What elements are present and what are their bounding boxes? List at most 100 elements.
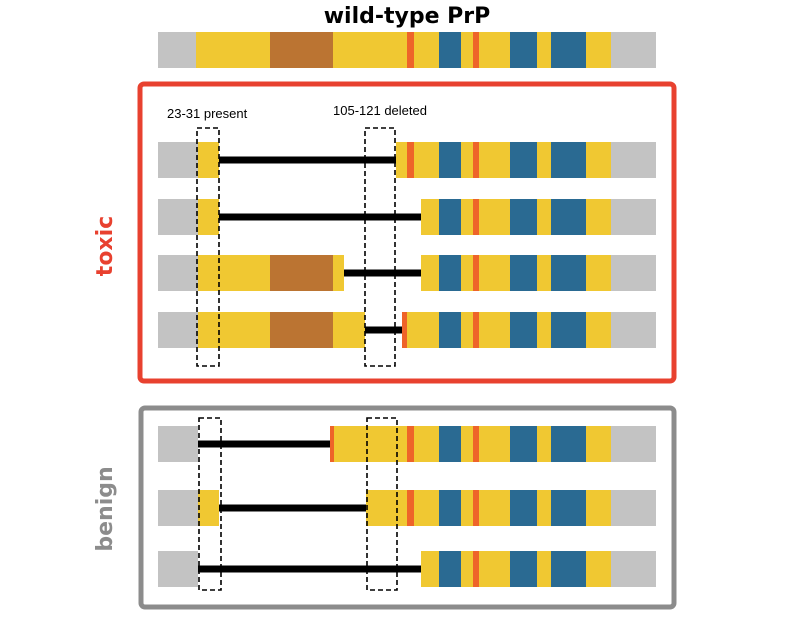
- domain-segment-yellow: [586, 255, 611, 291]
- domain-segment-yellow: [479, 142, 510, 178]
- domain-segment-grey: [611, 312, 656, 348]
- domain-segment-grey: [611, 551, 656, 587]
- domain-segment-yellow: [461, 142, 473, 178]
- domain-segment-yellow: [461, 199, 473, 235]
- domain-segment-grey: [158, 255, 198, 291]
- domain-segment-yellow: [537, 142, 551, 178]
- domain-segment-grey: [611, 426, 656, 462]
- domain-segment-blue: [510, 426, 537, 462]
- region-23-31-marker-toxic: [196, 127, 220, 367]
- domain-segment-yellow: [479, 32, 510, 68]
- annotation-105-121-deleted: 105-121 deleted: [333, 103, 427, 118]
- domain-segment-grey: [158, 32, 196, 68]
- domain-segment-yellow: [586, 32, 611, 68]
- domain-segment-brown: [270, 32, 333, 68]
- domain-segment-yellow: [414, 426, 439, 462]
- domain-segment-blue: [551, 490, 586, 526]
- domain-segment-yellow: [333, 312, 365, 348]
- domain-segment-yellow: [479, 426, 510, 462]
- domain-segment-yellow: [461, 312, 473, 348]
- domain-segment-yellow: [198, 312, 270, 348]
- deletion-linker: [219, 213, 421, 221]
- domain-segment-grey: [158, 142, 198, 178]
- domain-segment-yellow: [461, 255, 473, 291]
- benign-group: benign: [93, 405, 677, 610]
- deletion-linker: [198, 565, 421, 573]
- domain-segment-yellow: [537, 312, 551, 348]
- benign-construct-1: [158, 426, 656, 462]
- domain-segment-yellow: [333, 32, 407, 68]
- domain-segment-orange: [473, 32, 479, 68]
- benign-group-frame: [138, 405, 677, 610]
- domain-segment-yellow: [479, 312, 510, 348]
- domain-segment-yellow: [461, 490, 473, 526]
- domain-segment-yellow: [414, 490, 439, 526]
- domain-segment-blue: [510, 255, 537, 291]
- domain-segment-yellow: [414, 142, 439, 178]
- deletion-linker: [344, 269, 421, 277]
- domain-segment-brown: [270, 312, 333, 348]
- domain-segment-grey: [611, 255, 656, 291]
- domain-segment-yellow: [586, 312, 611, 348]
- toxic-group: toxic 23-31 present 105-121 deleted: [93, 81, 677, 384]
- domain-segment-yellow: [537, 490, 551, 526]
- region-105-121-marker-toxic: [364, 127, 396, 367]
- domain-segment-yellow: [396, 142, 407, 178]
- domain-segment-grey: [158, 490, 198, 526]
- domain-segment-grey: [158, 312, 198, 348]
- domain-segment-orange: [473, 551, 479, 587]
- domain-segment-blue: [510, 32, 537, 68]
- domain-segment-grey: [158, 199, 198, 235]
- benign-construct-list: [158, 426, 656, 587]
- domain-segment-yellow: [461, 551, 473, 587]
- domain-segment-yellow: [479, 255, 510, 291]
- domain-segment-blue: [439, 32, 461, 68]
- domain-segment-yellow: [479, 551, 510, 587]
- domain-segment-blue: [439, 142, 461, 178]
- toxic-construct-list: [158, 142, 656, 348]
- toxic-construct-3: [158, 255, 656, 291]
- domain-segment-grey: [611, 142, 656, 178]
- domain-segment-yellow: [421, 551, 439, 587]
- domain-segment-yellow: [334, 426, 407, 462]
- domain-segment-yellow: [407, 312, 414, 348]
- domain-segment-yellow: [537, 255, 551, 291]
- toxic-construct-2: [158, 199, 656, 235]
- domain-segment-yellow: [479, 490, 510, 526]
- region-23-31-marker-benign: [198, 417, 222, 591]
- domain-segment-yellow: [333, 255, 344, 291]
- domain-segment-blue: [551, 32, 586, 68]
- domain-segment-orange: [407, 142, 414, 178]
- domain-segment-yellow: [537, 32, 551, 68]
- domain-segment-brown: [270, 255, 333, 291]
- benign-construct-2: [158, 490, 656, 526]
- toxic-group-frame: [137, 81, 677, 384]
- domain-segment-yellow: [537, 426, 551, 462]
- domain-segment-yellow: [479, 199, 510, 235]
- domain-segment-yellow: [414, 312, 439, 348]
- domain-segment-orange: [473, 312, 479, 348]
- domain-segment-grey: [158, 551, 198, 587]
- domain-segment-blue: [551, 255, 586, 291]
- domain-segment-orange: [407, 490, 414, 526]
- domain-segment-grey: [158, 426, 198, 462]
- domain-segment-blue: [510, 199, 537, 235]
- domain-segment-yellow: [461, 426, 473, 462]
- domain-segment-blue: [439, 426, 461, 462]
- domain-segment-yellow: [586, 142, 611, 178]
- wild-type-construct: [158, 32, 656, 68]
- domain-segment-yellow: [586, 551, 611, 587]
- domain-segment-orange: [473, 490, 479, 526]
- domain-segment-blue: [551, 551, 586, 587]
- domain-segment-orange: [407, 32, 414, 68]
- domain-segment-yellow: [421, 255, 439, 291]
- benign-label: benign: [93, 466, 118, 551]
- domain-segment-orange: [473, 255, 479, 291]
- domain-segment-blue: [551, 199, 586, 235]
- domain-segment-yellow: [537, 199, 551, 235]
- domain-segment-yellow: [421, 199, 439, 235]
- domain-segment-blue: [510, 490, 537, 526]
- domain-segment-orange: [407, 426, 414, 462]
- domain-segment-blue: [510, 142, 537, 178]
- domain-segment-blue: [439, 312, 461, 348]
